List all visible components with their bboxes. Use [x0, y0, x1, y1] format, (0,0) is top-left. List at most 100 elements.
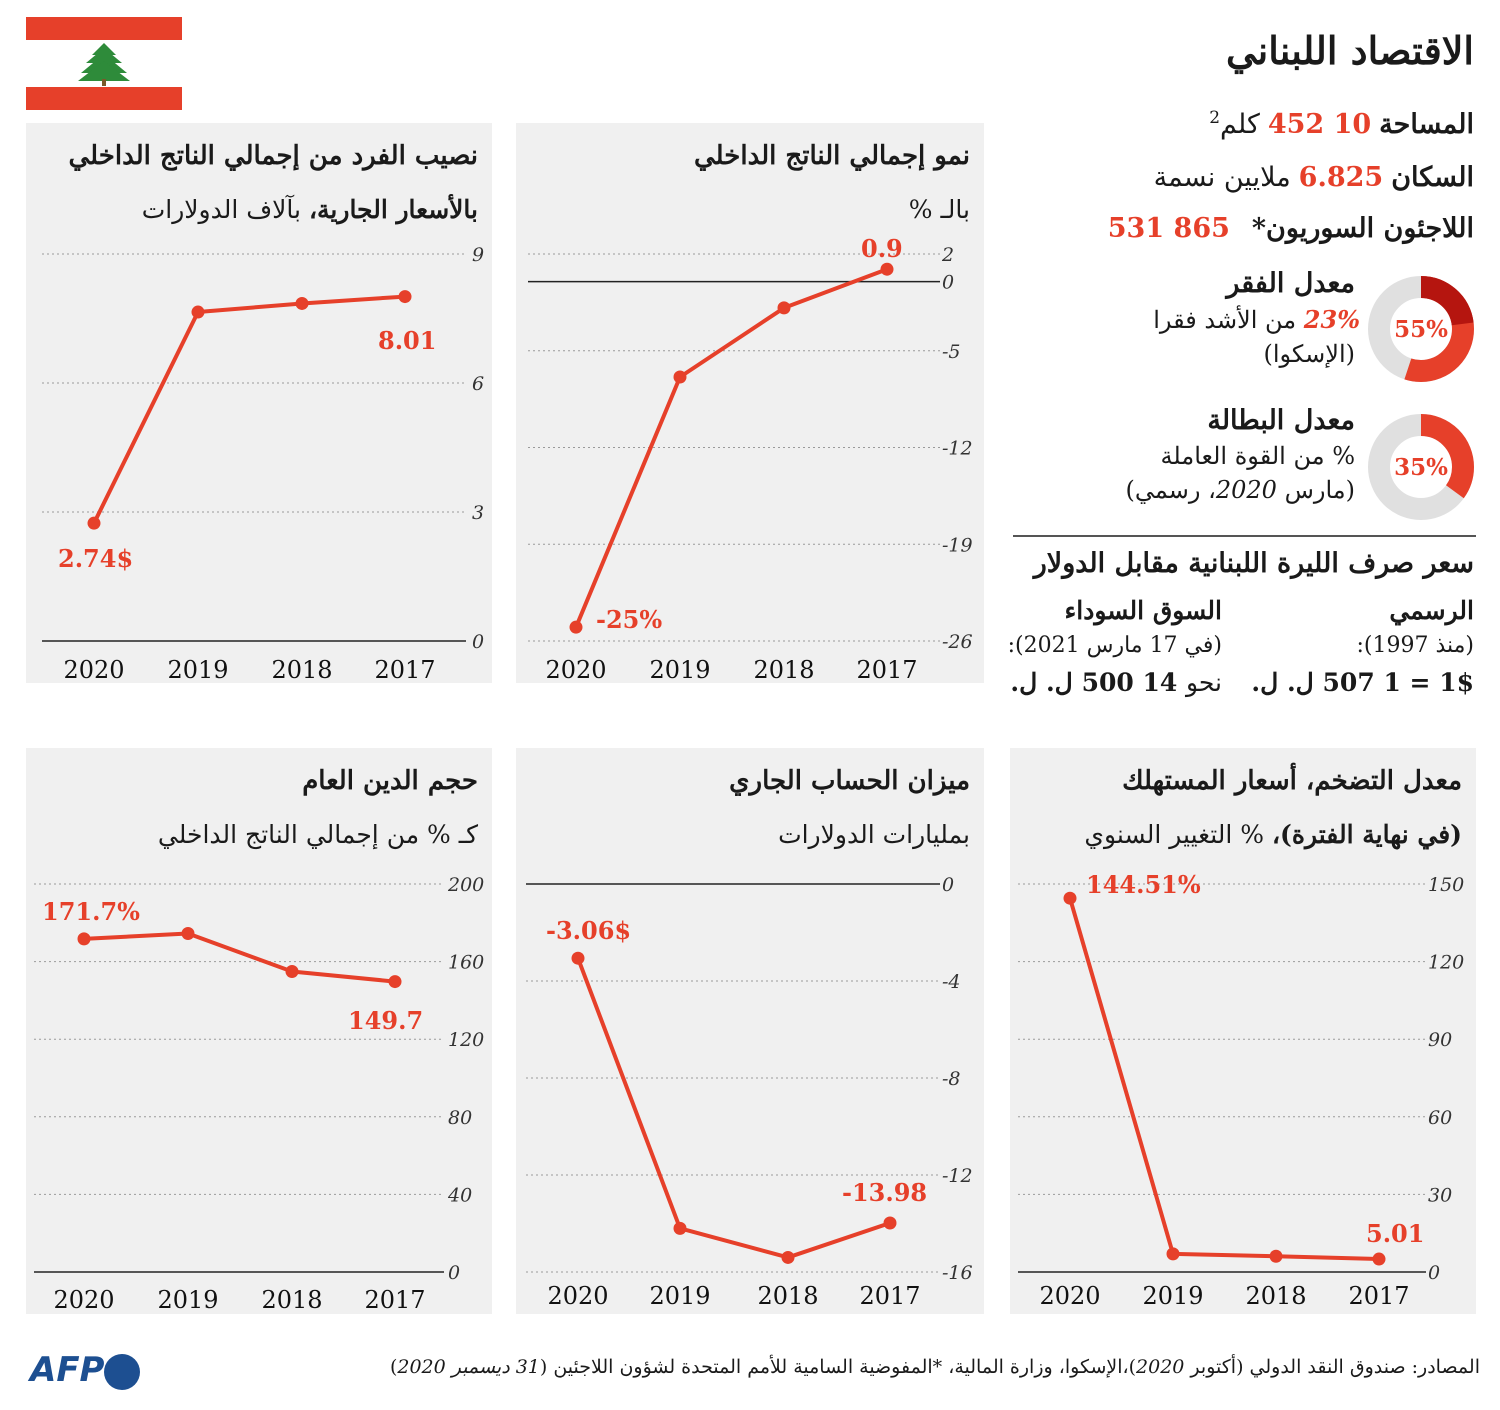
gdp-per-capita-tick-label: 3: [472, 502, 484, 524]
gdp-growth-year-label: 2019: [649, 656, 710, 683]
poverty-title: معدل الفقر: [1226, 268, 1355, 299]
current-account-year-label: 2020: [547, 1282, 608, 1310]
area-label: المساحة: [1379, 109, 1474, 140]
black-prefix: نحو: [1185, 668, 1222, 697]
black-market-rate: السوق السوداء (في 17 مارس 2021): نحو 14 …: [1008, 596, 1222, 697]
source-note: المصادر: صندوق النقد الدولي (أكتوبر 2020…: [389, 1356, 1480, 1378]
black-title: السوق السوداء: [1064, 596, 1223, 625]
poverty-source: (الإسكوا): [1263, 340, 1355, 368]
poverty-extreme-pct: 23%: [1303, 305, 1360, 334]
unemployment-title: معدل البطالة: [1207, 405, 1355, 436]
gdp-growth-tick-label: 2: [941, 244, 954, 266]
gdp-growth-tick-label: -5: [942, 341, 961, 363]
inflation-tick-label: 150: [1428, 874, 1464, 896]
public-debt-year-label: 2017: [364, 1286, 425, 1314]
inflation-tick-label: 90: [1428, 1029, 1452, 1051]
gdp-growth-data-label-2020: -25%: [596, 605, 662, 634]
current-account-title: ميزان الحساب الجاري: [729, 766, 970, 796]
gdp-growth-year-label: 2017: [856, 656, 917, 683]
gdp-growth-point-2018: [777, 301, 791, 315]
gdp-per-capita-tick-label: 9: [472, 244, 484, 266]
public-debt-tick-label: 0: [448, 1262, 460, 1284]
refugees-fact: اللاجئون السوريون* 865 531: [1100, 213, 1474, 244]
inflation-panel: 0 30 60 90 120 150 2020 2019 2018 2017 5.01 144.51%…: [1010, 748, 1476, 1314]
inflation-tick-label: 0: [1428, 1262, 1440, 1284]
gdp-growth-tick-label: -19: [942, 534, 973, 556]
inflation-year-label: 2020: [1039, 1282, 1100, 1310]
official-value: 1$ = 1 507 ل. ل.: [1251, 668, 1474, 697]
gdp-per-capita-series-line: [92, 294, 406, 525]
unemployment-donut-chart: 35%: [1368, 414, 1474, 520]
gdp-per-capita-data-label-2020: 2.74$: [58, 544, 133, 573]
inflation-series-line: [1068, 897, 1380, 1262]
poverty-extreme-text: من الأشد فقرا: [1153, 306, 1297, 334]
official-since: (منذ 1997):: [1356, 633, 1474, 658]
population-fact: السكان6.825ملايين نسمة: [1154, 162, 1474, 193]
public-debt-tick-label: 80: [448, 1107, 472, 1129]
public-debt-series-line: [83, 931, 396, 984]
public-debt-subtitle: كـ % من إجمالي الناتج الداخلي: [157, 820, 478, 849]
area-fact: المساحة10 452كلم2: [1209, 108, 1474, 140]
gdp-per-capita-tick-label: 0: [472, 631, 484, 653]
gdp-growth-point-2017: [880, 262, 894, 276]
area-unit-sup: 2: [1209, 108, 1221, 128]
current-account-point-2017: [883, 1216, 897, 1230]
gdp-growth-tick-label: -12: [942, 438, 973, 460]
public-debt-tick-label: 120: [448, 1029, 484, 1051]
gdp-per-capita-point-2018: [295, 296, 309, 310]
poverty-block: معدل الفقر 23% من الأشد فقرا (الإسكوا): [1153, 268, 1360, 368]
poverty-donut-chart: 55%: [1368, 276, 1474, 382]
black-since: (في 17 مارس 2021):: [1007, 633, 1222, 658]
unemployment-line2: (مارس 2020، رسمي): [1125, 476, 1355, 504]
current-account-point-2020: [571, 951, 585, 965]
gdp-per-capita-tick-label: 6: [472, 373, 484, 395]
black-value: 14 500 ل. ل.: [1010, 668, 1178, 697]
current-account-year-label: 2019: [649, 1282, 710, 1310]
gdp-growth-point-2019: [673, 370, 687, 384]
population-unit: ملايين نسمة: [1153, 162, 1291, 193]
current-account-year-label: 2018: [757, 1282, 818, 1310]
gdp-per-capita-subtitle: بالأسعار الجارية، بآلاف الدولارات: [141, 195, 478, 224]
lebanon-flag-icon: [26, 17, 182, 110]
inflation-tick-label: 60: [1428, 1107, 1452, 1129]
current-account-tick-label: -8: [942, 1068, 961, 1090]
divider: [1013, 535, 1476, 537]
poverty-extreme-arc: [1368, 276, 1474, 382]
gdp-per-capita-title: نصيب الفرد من إجمالي الناتج الداخلي: [68, 141, 479, 171]
population-value: 6.825: [1298, 162, 1384, 193]
inflation-subtitle: (في نهاية الفترة)، % التغيير السنوي: [1084, 820, 1462, 849]
gdp-growth-year-label: 2018: [753, 656, 814, 683]
gdp-per-capita-data-label-2017: 8.01: [378, 326, 436, 355]
public-debt-data-label-2020: 171.7%: [42, 897, 140, 926]
current-account-subtitle: بمليارات الدولارات: [778, 820, 970, 849]
current-account-series-line: [576, 957, 891, 1260]
gdp-growth-tick-label: -26: [942, 631, 973, 653]
public-debt-point-2020: [77, 932, 91, 946]
unemployment-arc: [1368, 414, 1474, 520]
current-account-tick-label: 0: [942, 874, 954, 896]
gdp-per-capita-point-2017: [398, 290, 412, 304]
inflation-tick-label: 120: [1428, 952, 1464, 974]
poverty-total-label: 55%: [1394, 316, 1448, 343]
unemployment-block: معدل البطالة % من القوة العاملة (مارس 20…: [1126, 405, 1355, 504]
inflation-data-label-2020: 144.51%: [1086, 870, 1201, 899]
inflation-point-2019: [1166, 1247, 1180, 1261]
refugees-value: 865 531: [1107, 213, 1230, 244]
afp-logo: AFP: [30, 1350, 105, 1390]
gdp-growth-data-label-2017: 0.9: [861, 234, 903, 263]
inflation-point-2018: [1269, 1249, 1283, 1263]
afp-logo-dot: [104, 1354, 140, 1390]
population-label: السكان: [1391, 162, 1474, 193]
gdp-growth-title: نمو إجمالي الناتج الداخلي: [694, 141, 970, 171]
public-debt-tick-label: 160: [448, 952, 484, 974]
inflation-point-2017: [1372, 1252, 1386, 1266]
unemployment-label: 35%: [1394, 454, 1448, 481]
public-debt-tick-label: 200: [447, 874, 484, 896]
public-debt-point-2018: [285, 964, 299, 978]
current-account-tick-label: -16: [942, 1262, 973, 1284]
gdp-per-capita-point-2020: [87, 516, 101, 530]
current-account-point-2019: [673, 1221, 687, 1235]
public-debt-tick-label: 40: [447, 1184, 472, 1206]
refugees-label: اللاجئون السوريون*: [1251, 213, 1474, 244]
official-title: الرسمي: [1389, 596, 1474, 625]
